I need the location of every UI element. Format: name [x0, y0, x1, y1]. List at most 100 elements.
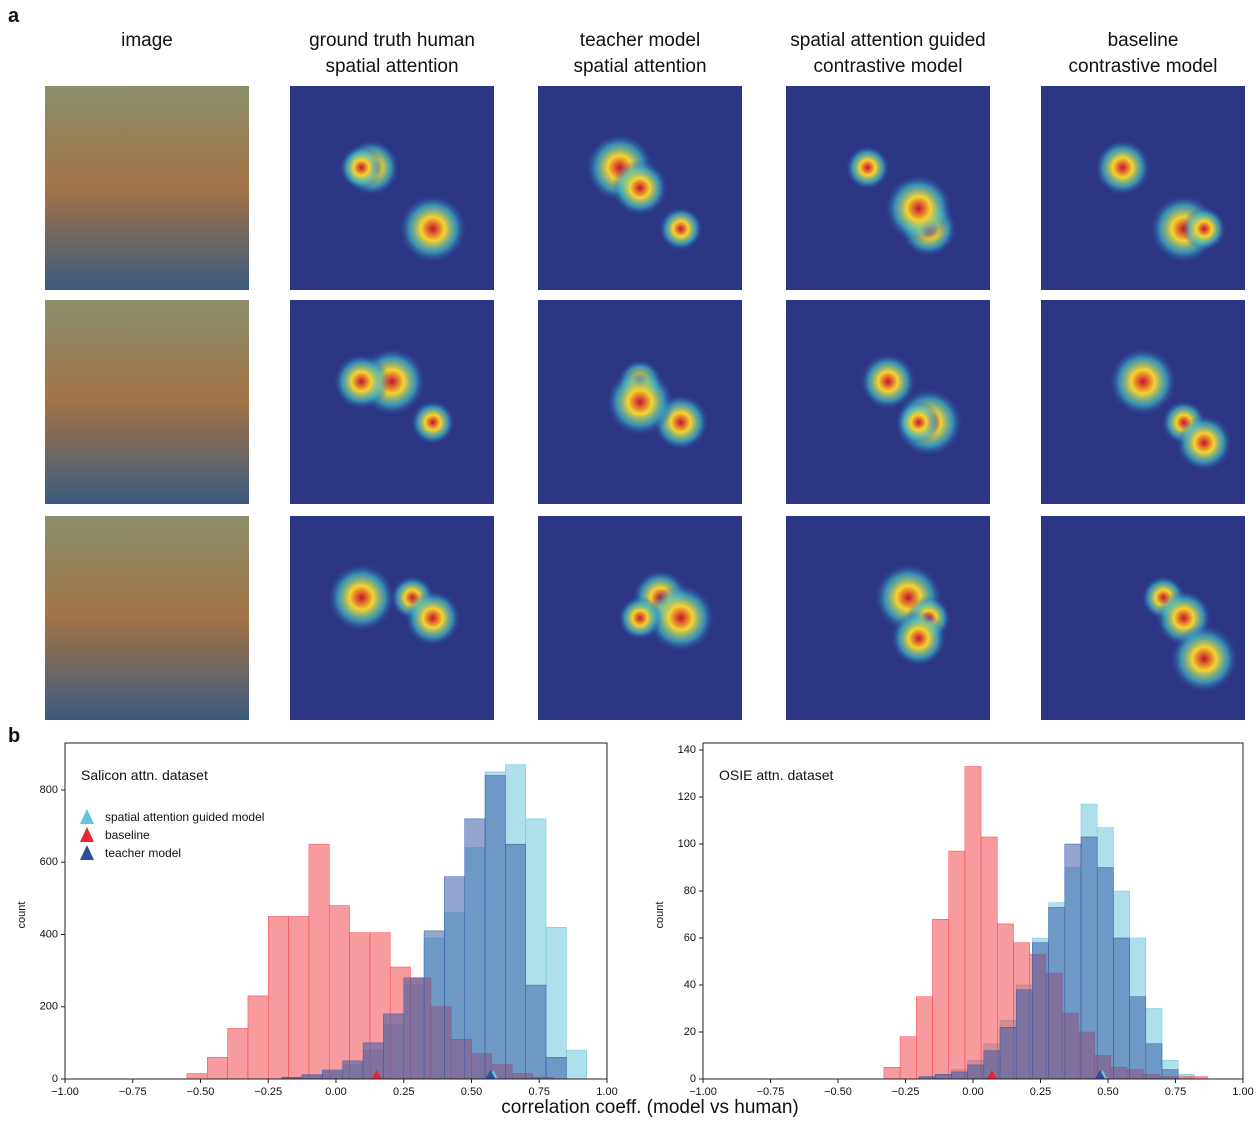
histogram-bar	[329, 906, 349, 1079]
histogram-bar	[1162, 1070, 1178, 1079]
histogram-bar	[268, 916, 288, 1079]
histogram-bar	[207, 1057, 227, 1079]
legend-marker	[80, 845, 94, 860]
y-axis-label: count	[16, 902, 28, 929]
histogram-bar	[1081, 837, 1097, 1079]
histogram-bar	[1146, 1044, 1162, 1079]
x-tick-label: −0.50	[824, 1086, 852, 1098]
x-tick-label: −0.50	[187, 1086, 215, 1098]
histogram-bar	[343, 1061, 363, 1079]
column-header: contrastive model	[814, 56, 963, 77]
histogram-bar	[965, 766, 981, 1079]
heatmap	[1041, 86, 1245, 290]
attention-blob	[405, 590, 461, 646]
attention-blob	[339, 146, 383, 190]
panel-label: a	[8, 5, 20, 27]
attention-blob	[606, 368, 674, 436]
y-tick-label: 80	[684, 885, 696, 897]
y-tick-label: 600	[40, 856, 58, 868]
photo	[45, 300, 249, 504]
histogram-bar	[1016, 990, 1032, 1079]
histogram-bar	[228, 1028, 248, 1079]
y-tick-label: 100	[678, 838, 696, 850]
x-tick-label: −0.25	[892, 1086, 920, 1098]
x-axis-label: correlation coeff. (model vs human)	[501, 1097, 798, 1118]
panel-label: b	[8, 725, 20, 747]
histogram-bar	[1049, 907, 1065, 1079]
y-tick-label: 20	[684, 1026, 696, 1038]
column-header: image	[121, 30, 173, 51]
attention-blob	[618, 596, 662, 640]
histogram-bar	[949, 851, 965, 1079]
x-tick-label: 0.00	[325, 1086, 346, 1098]
attention-blob	[612, 160, 668, 216]
attention-blob	[327, 564, 395, 632]
y-tick-label: 140	[678, 744, 696, 756]
histogram-bar	[322, 1070, 342, 1079]
histogram-bar	[981, 837, 997, 1079]
attention-blob	[1182, 207, 1226, 251]
histogram-bar	[566, 1050, 586, 1079]
histogram-bar	[383, 1014, 403, 1079]
y-tick-label: 0	[52, 1073, 58, 1085]
histogram-bar	[900, 1037, 916, 1079]
histogram-bar	[916, 997, 932, 1079]
histogram-bar	[289, 916, 309, 1079]
legend-label: baseline	[105, 828, 150, 842]
x-tick-label: 1.00	[1232, 1086, 1253, 1098]
x-tick-label: −0.75	[119, 1086, 147, 1098]
histogram-bar	[1097, 868, 1113, 1079]
histogram-bar	[302, 1075, 322, 1079]
attention-blob	[846, 146, 890, 190]
column-header: contrastive model	[1069, 56, 1218, 77]
histogram-bar	[248, 996, 268, 1079]
histogram-bar	[884, 1067, 900, 1079]
histogram-bar	[485, 776, 505, 1079]
photo	[45, 86, 249, 290]
attention-blob	[411, 400, 455, 444]
histogram-bar	[424, 931, 444, 1079]
histogram-bar	[465, 819, 485, 1079]
histogram-bar	[363, 1043, 383, 1079]
column-header: spatial attention	[325, 56, 458, 77]
x-tick-label: −1.00	[51, 1086, 79, 1098]
figure: a b image ground truth human spatial atten…	[0, 0, 1256, 1126]
histogram-bar	[1065, 844, 1081, 1079]
histogram-bar	[935, 1074, 951, 1079]
histogram-bar	[404, 978, 424, 1079]
photo	[45, 516, 249, 720]
histogram-bar	[1130, 997, 1146, 1079]
legend-label: spatial attention guided model	[105, 810, 264, 824]
y-tick-label: 40	[684, 979, 696, 991]
attention-blob	[1095, 140, 1151, 196]
attention-blob	[399, 195, 467, 263]
annotation: OSIE attn. dataset	[719, 767, 834, 783]
histogram-bar	[1113, 938, 1129, 1079]
histogram-bar	[968, 1065, 984, 1079]
attention-blob	[659, 207, 703, 251]
y-tick-label: 120	[678, 791, 696, 803]
histogram-bar	[933, 919, 949, 1079]
histogram-bar	[187, 1074, 207, 1079]
attention-blob	[897, 400, 941, 444]
x-tick-label: 0.50	[1097, 1086, 1118, 1098]
column-header: spatial attention	[573, 56, 706, 77]
heatmap	[786, 86, 990, 290]
histogram-bar	[526, 985, 546, 1079]
histogram-bar	[309, 844, 329, 1079]
attention-blob	[1170, 625, 1238, 693]
histogram-bar	[1032, 943, 1048, 1079]
legend-label: teacher model	[105, 846, 181, 860]
histogram-bar	[546, 927, 566, 1079]
annotation: Salicon attn. dataset	[81, 767, 208, 783]
x-tick-label: −0.25	[254, 1086, 282, 1098]
attention-blob	[1176, 415, 1232, 471]
x-tick-label: 0.25	[393, 1086, 414, 1098]
legend-marker	[80, 809, 94, 824]
column-header: teacher model	[580, 30, 700, 51]
attention-blob	[891, 610, 947, 666]
attention-blob	[885, 174, 953, 242]
histogram-bar	[951, 1072, 967, 1079]
column-header: ground truth human	[309, 30, 475, 51]
